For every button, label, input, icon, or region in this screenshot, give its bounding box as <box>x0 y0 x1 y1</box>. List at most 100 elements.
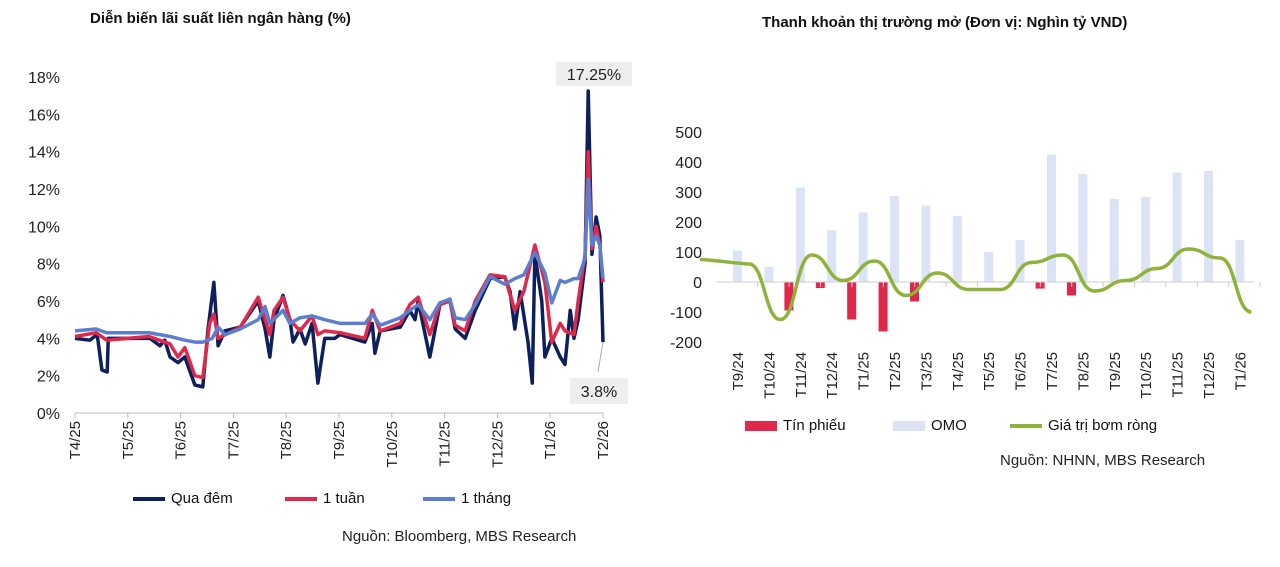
y-tick-label: -200 <box>670 335 702 352</box>
x-tick-label: T1/26 <box>1232 352 1249 390</box>
y-tick-label: 12% <box>28 182 60 199</box>
x-tick-label: T10/24 <box>761 352 778 399</box>
x-tick-label: T11/25 <box>437 421 454 467</box>
x-tick-label: T4/25 <box>67 421 84 459</box>
omo-bar <box>858 212 868 282</box>
x-tick-label: T5/25 <box>120 421 137 459</box>
y-tick-label: 10% <box>28 219 60 236</box>
bill-bar <box>784 282 794 311</box>
x-tick-label: T10/25 <box>1138 352 1155 399</box>
net-injection-line <box>699 247 1252 322</box>
x-tick-label: T7/25 <box>1044 352 1061 390</box>
x-tick-label: T12/25 <box>1201 352 1218 399</box>
legend-item-omo: OMO <box>893 417 967 434</box>
legend-label: 1 tháng <box>461 490 512 507</box>
omo-bar <box>1015 240 1025 282</box>
omo-bar <box>984 252 994 282</box>
legend-item-1-week: 1 tuần <box>285 490 365 507</box>
omo-bar <box>1078 174 1088 282</box>
annotation-box <box>556 62 632 86</box>
x-tick-label: T5/25 <box>981 352 998 390</box>
legend-item-bills: Tín phiếu <box>745 417 846 434</box>
bill-bar <box>847 282 857 320</box>
x-tick-label: T6/25 <box>173 421 190 459</box>
legend-item-1-month: 1 tháng <box>423 490 511 507</box>
annotation-latest: 3.8% <box>581 384 617 401</box>
omo-bar <box>1235 240 1245 282</box>
open-market-chart-panel: Thanh khoản thị trường mở (Đơn vị: Nghìn… <box>640 0 1280 567</box>
omo-bar <box>921 205 931 282</box>
series-line-2 <box>74 177 605 344</box>
x-tick-label: T7/25 <box>225 421 242 459</box>
interbank-rate-chart-panel: Diễn biến lãi suất liên ngân hàng (%) 0%… <box>28 10 632 545</box>
open-market-chart: -200 -100 0 100 200 300 400 500 T9/24 T10/24 T11/2… <box>670 125 1261 399</box>
x-tick-label: T6/25 <box>1013 352 1030 390</box>
x-tick-label: T2/26 <box>595 421 612 459</box>
chart-source: Nguồn: NHNN, MBS Research <box>1000 452 1206 469</box>
annotation-peak: 17.25% <box>567 67 621 84</box>
series-line-0 <box>74 89 605 389</box>
y-tick-label: 0 <box>693 275 702 292</box>
x-tick-label: T9/25 <box>1107 352 1124 390</box>
omo-bar <box>1141 197 1151 282</box>
x-tick-label: T3/25 <box>918 352 935 390</box>
x-tick-label: T8/25 <box>1075 352 1092 390</box>
chart-title: Diễn biến lãi suất liên ngân hàng (%) <box>90 10 351 27</box>
legend-swatch <box>133 496 165 501</box>
y-tick-label: 16% <box>28 107 60 124</box>
y-tick-label: 500 <box>675 125 702 142</box>
legend-swatch <box>745 420 777 431</box>
y-tick-label: 18% <box>28 70 60 87</box>
x-tick-label: T12/25 <box>489 421 506 468</box>
x-tick-label: T8/25 <box>278 421 295 459</box>
legend-label: Giá trị bơm ròng <box>1048 417 1158 434</box>
x-tick-label: T10/25 <box>384 421 401 468</box>
x-tick-label: T4/25 <box>950 352 967 390</box>
x-tick-label: T1/25 <box>856 352 873 390</box>
legend-swatch <box>285 496 317 501</box>
omo-bar <box>1204 171 1213 282</box>
legend-swatch <box>423 496 455 501</box>
omo-bar <box>890 195 899 282</box>
y-tick-label: 14% <box>28 145 60 162</box>
omo-bar <box>952 216 962 282</box>
chart-title: Thanh khoản thị trường mở (Đơn vị: Nghìn… <box>762 14 1128 31</box>
y-tick-label: -100 <box>670 305 702 322</box>
y-tick-label: 200 <box>675 215 702 232</box>
omo-bar <box>1047 154 1056 282</box>
y-tick-label: 4% <box>37 331 60 348</box>
legend-item-overnight: Qua đêm <box>133 490 233 507</box>
omo-bar <box>827 230 837 282</box>
y-tick-label: 2% <box>37 369 60 386</box>
omo-bar <box>1172 172 1182 282</box>
x-tick-label: T11/25 <box>1170 352 1187 398</box>
legend-label: Tín phiếu <box>783 417 846 434</box>
x-tick-label: T11/24 <box>793 352 810 398</box>
bill-bar <box>878 282 888 332</box>
y-tick-label: 0% <box>37 406 60 423</box>
omo-bar <box>764 267 774 282</box>
x-tick-label: T1/26 <box>542 421 559 459</box>
legend-label: OMO <box>931 417 967 434</box>
legend-label: Qua đêm <box>171 490 233 507</box>
chart-source: Nguồn: Bloomberg, MBS Research <box>342 528 577 545</box>
y-tick-label: 400 <box>675 155 702 172</box>
bill-bar <box>1067 282 1076 296</box>
interbank-rate-chart: 0% 2% 4% 6% 8% 10% 12% 14% 16% 18% T4/25 T5/25 T6/25… <box>28 62 632 468</box>
y-tick-label: 300 <box>675 185 702 202</box>
y-tick-label: 6% <box>37 294 60 311</box>
annotation-box <box>570 378 628 404</box>
annotation-leader <box>597 341 604 373</box>
omo-bar <box>733 250 742 282</box>
omo-bar <box>795 187 805 282</box>
omo-bar <box>1109 198 1119 282</box>
x-tick-label: T9/25 <box>331 421 348 459</box>
x-tick-label: T12/24 <box>824 352 841 399</box>
legend-swatch <box>893 420 925 431</box>
legend-item-net-injection: Giá trị bơm ròng <box>1010 417 1157 434</box>
y-tick-label: 8% <box>37 257 60 274</box>
x-tick-label: T2/25 <box>887 352 904 390</box>
legend-swatch <box>1010 423 1042 428</box>
y-tick-label: 100 <box>675 245 702 262</box>
legend-label: 1 tuần <box>323 490 365 507</box>
